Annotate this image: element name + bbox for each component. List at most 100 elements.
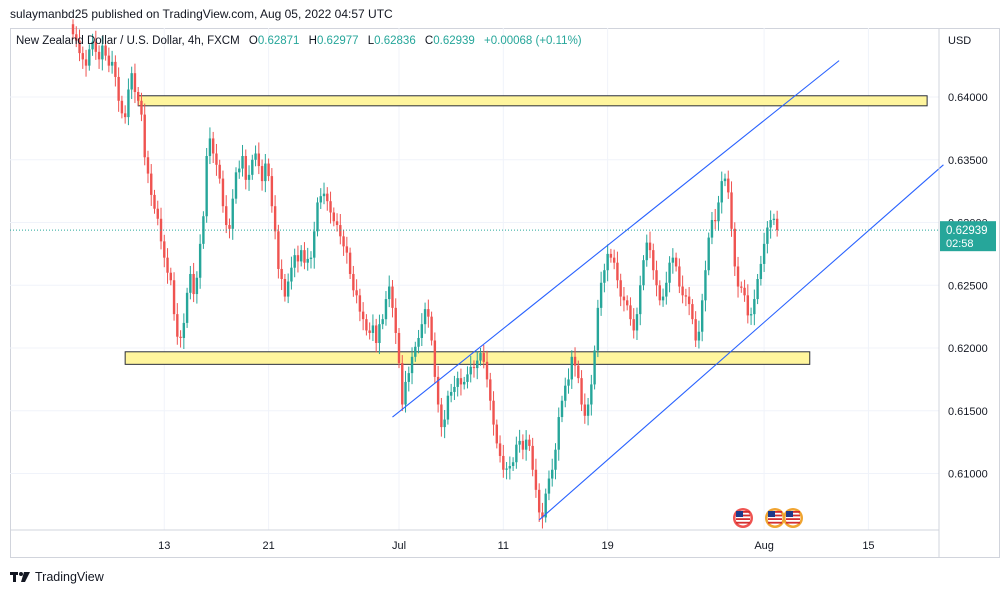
candle-body: [303, 250, 306, 263]
candle: [521, 434, 525, 460]
candle-body: [166, 257, 169, 273]
candle-body: [492, 400, 495, 425]
candle: [205, 147, 208, 223]
candle-body: [345, 246, 349, 253]
candle-body: [414, 346, 417, 357]
candle-body: [293, 255, 296, 268]
candle: [684, 288, 688, 307]
candle-body: [182, 322, 186, 338]
candle: [137, 86, 140, 106]
candle-body: [332, 212, 335, 222]
footer-brand[interactable]: TradingView: [10, 570, 104, 584]
candle-body: [433, 340, 437, 377]
candle: [645, 234, 648, 267]
us-flag-event-icon[interactable]: [765, 508, 785, 528]
candle-body: [244, 156, 247, 180]
candle: [593, 345, 596, 390]
candle: [453, 375, 456, 400]
candle: [433, 332, 437, 384]
footer-brand-label: TradingView: [35, 570, 104, 584]
candle: [733, 222, 736, 276]
channel-lines[interactable]: [392, 60, 944, 521]
candle: [707, 232, 710, 276]
candle: [159, 207, 163, 250]
us-flag-event-icon[interactable]: [733, 508, 753, 528]
candle: [172, 272, 176, 321]
close-value: 0.62939: [433, 35, 475, 47]
x-tick-label: 11: [498, 540, 509, 552]
candle-body: [554, 449, 557, 470]
candle-body: [117, 76, 120, 101]
candle: [502, 444, 505, 478]
candle: [345, 236, 349, 264]
candle-body: [710, 220, 714, 238]
candle-body: [704, 270, 707, 301]
candle-body: [577, 365, 580, 379]
candle-body: [707, 237, 710, 271]
zone-rectangle[interactable]: [137, 95, 928, 107]
candle: [365, 314, 368, 336]
symbol-title[interactable]: New Zealand Dollar / U.S. Dollar, 4h, FX…: [16, 35, 240, 47]
candle: [342, 229, 345, 256]
candle-body: [143, 114, 146, 158]
publisher-text: sulaymanbd25 published on TradingView.co…: [10, 7, 393, 21]
candle-body: [407, 373, 410, 382]
candle-body: [544, 493, 547, 518]
candle: [560, 395, 564, 423]
channel-line[interactable]: [392, 60, 840, 418]
candle-body: [753, 299, 756, 315]
candle: [198, 234, 202, 289]
candle: [436, 365, 440, 413]
candle: [355, 279, 358, 304]
us-flag-event-icon[interactable]: [783, 508, 803, 528]
candle: [251, 154, 254, 180]
price-axis[interactable]: 0.610000.615000.620000.625000.630000.635…: [948, 92, 988, 481]
candle: [720, 171, 723, 214]
zone-rectangle[interactable]: [124, 351, 811, 365]
candle: [123, 105, 127, 124]
x-tick-label: 21: [262, 540, 274, 552]
candle: [723, 173, 727, 187]
candle: [740, 281, 743, 293]
candle: [117, 67, 120, 112]
candle-body: [355, 290, 358, 296]
candle-body: [150, 173, 153, 195]
candle: [166, 248, 169, 284]
flag-stripe: [786, 518, 800, 520]
candle: [472, 360, 476, 378]
candle: [531, 437, 534, 477]
candle-body: [110, 61, 114, 66]
candle-body: [635, 314, 639, 331]
candle: [544, 488, 547, 523]
close-label: C: [424, 35, 434, 47]
candle: [303, 242, 306, 270]
currency-label[interactable]: USD: [948, 35, 972, 47]
candle: [661, 288, 665, 307]
candle-body: [368, 330, 371, 333]
candle: [192, 262, 195, 303]
time-axis[interactable]: 13 21 Jul 11 19 Aug 15: [158, 540, 874, 552]
candlesticks: [71, 19, 779, 529]
economic-events[interactable]: [733, 508, 803, 528]
candle: [234, 167, 238, 204]
candle-body: [449, 391, 453, 396]
candle-body: [736, 266, 740, 287]
candle-body: [234, 172, 238, 199]
candle-body: [133, 73, 137, 93]
candle-body: [335, 221, 339, 226]
candle-body: [189, 273, 192, 293]
candle: [580, 370, 583, 412]
candle-body: [176, 314, 179, 337]
tradingview-logo-icon: [10, 572, 30, 582]
candle-body: [254, 153, 257, 160]
candle: [88, 44, 91, 71]
candle: [254, 145, 257, 167]
candle: [358, 288, 362, 322]
candle: [130, 66, 133, 100]
candle: [110, 50, 114, 74]
candle: [352, 265, 355, 297]
channel-line[interactable]: [538, 164, 944, 521]
candle-body: [277, 231, 280, 269]
candle-body: [632, 319, 635, 331]
